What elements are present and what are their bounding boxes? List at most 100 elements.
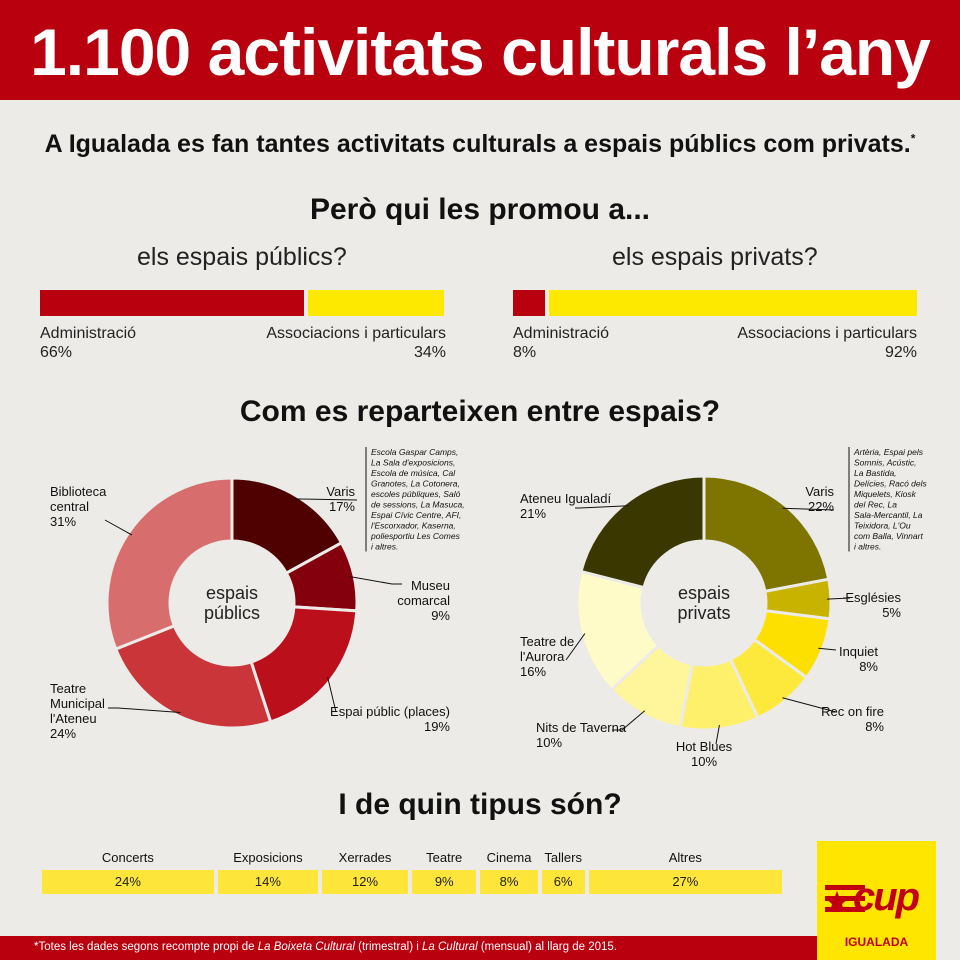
public-donut-value-0: 17%	[329, 499, 355, 514]
logo-wordmark: cup	[853, 875, 920, 919]
type-bar: 14%	[217, 870, 319, 894]
private-donut-center-label: espais	[678, 583, 730, 603]
private-donut-value-3: 8%	[865, 719, 884, 734]
type-bar: 24%	[42, 870, 214, 894]
private-donut-leader-2	[818, 647, 837, 651]
footnote-e: (mensual) al llarg de 2015.	[477, 941, 617, 953]
public-associations-bar	[308, 290, 444, 316]
type-bar: 8%	[480, 870, 538, 894]
private-donut-label-0: Varis	[805, 484, 834, 499]
logo-star-icon	[825, 885, 865, 912]
private-associations-bar	[549, 290, 917, 316]
public-donut-label-1: Museu	[411, 578, 450, 593]
type-name: Altres	[668, 850, 702, 865]
type-name: Tallers	[544, 850, 582, 865]
public-donut-label-3: Municipal	[50, 696, 105, 711]
public-donut-slice-3	[113, 623, 273, 730]
public-admin-value: 66%	[40, 344, 73, 361]
private-donut-value-1: 5%	[882, 605, 901, 620]
private-donut-value-7: 21%	[520, 506, 546, 521]
public-donut-value-3: 24%	[50, 726, 76, 741]
private-donut-center-label: privats	[677, 603, 730, 623]
type-cell: Xerrades 12%	[322, 848, 408, 896]
private-donut-label-5: Nits de Taverna	[536, 720, 627, 735]
public-note-line: i altres.	[371, 542, 398, 552]
private-donut-label-2: Inquiet	[839, 644, 878, 659]
section-title-types: I de quin tipus són?	[338, 788, 622, 821]
private-note-line: i altres.	[854, 542, 881, 552]
public-donut-label-1: comarcal	[397, 593, 450, 608]
footnote-a: *Totes les dades segons recompte propi d…	[34, 941, 258, 953]
private-donut-leader-7	[575, 505, 629, 509]
section-title-promoters: Però qui les promou a...	[309, 193, 651, 226]
private-note-line: Teixidora, L'Ou	[854, 521, 911, 531]
type-name: Teatre	[426, 850, 463, 865]
public-note-line: Espai Cívic Centre, AFI,	[371, 510, 461, 520]
public-donut-label-3: l'Ateneu	[50, 711, 97, 726]
private-donut-label-3: Rec on fire	[821, 704, 884, 719]
public-donut-center-label: espais	[206, 583, 258, 603]
public-assoc-name: Associacions i particulars	[266, 325, 446, 342]
public-donut-leader-4	[104, 519, 133, 536]
private-donut-slice-0	[702, 474, 831, 594]
private-admin-label: Administració 8%	[513, 324, 609, 362]
private-donut-leader-1	[826, 597, 851, 600]
page-title: 1.100 activitats culturals l’any	[30, 15, 931, 89]
footer-bar	[0, 936, 817, 960]
private-donut-slice-7	[579, 474, 706, 590]
private-donut-label-7: Ateneu Igualadí	[520, 491, 611, 506]
private-note-line: del Rec, La	[854, 500, 897, 510]
private-note-line: Somnis, Acústic,	[854, 458, 917, 468]
private-note-line: Delícies, Racó dels	[854, 479, 928, 489]
private-admin-name: Administració	[513, 325, 610, 342]
type-name: Concerts	[101, 850, 154, 865]
private-donut-value-4: 10%	[691, 754, 717, 769]
public-note-line: Granotes, La Cotonera,	[371, 479, 460, 489]
private-note-line: La Bastida,	[854, 468, 897, 478]
type-name: Exposicions	[233, 850, 303, 865]
private-note-line: Artèria, Espai pels	[853, 447, 924, 457]
footnote: *Totes les dades segons recompte propi d…	[34, 941, 617, 953]
private-donut-leader-3	[782, 697, 837, 713]
public-donut-slice-2	[249, 605, 359, 724]
type-cell: Concerts 24%	[42, 848, 214, 896]
public-donut-label-3: Teatre	[50, 681, 86, 696]
private-note-line: Sala-Mercantil, La	[854, 510, 923, 520]
type-name: Xerrades	[338, 850, 392, 865]
public-admin-label: Administració 66%	[40, 324, 136, 362]
type-cell: Exposicions 14%	[217, 848, 319, 896]
private-note-line: com Balla, Vinnart	[854, 531, 923, 541]
public-question: els espais públics?	[137, 243, 347, 271]
public-admin-bar	[40, 290, 304, 316]
subtitle: A Igualada es fan tantes activitats cult…	[0, 130, 960, 159]
public-admin-name: Administració	[40, 325, 137, 342]
private-note-line: Miquelets, Kiosk	[854, 489, 917, 499]
private-question: els espais privats?	[612, 243, 818, 271]
private-donut-label-6: Teatre de	[520, 634, 574, 649]
public-donut-label-4: central	[50, 499, 89, 514]
public-note-line: Escola Gaspar Camps,	[371, 447, 458, 457]
type-name: Cinema	[486, 850, 532, 865]
public-donut-leader-2	[327, 677, 337, 713]
type-cell: Cinema 8%	[480, 848, 538, 896]
public-donut-value-4: 31%	[50, 514, 76, 529]
private-donut-label-4: Hot Blues	[676, 739, 733, 754]
footnote-boixeta: La Boixeta Cultural	[257, 941, 355, 953]
private-donut-label-6: l'Aurora	[520, 649, 565, 664]
public-donut-value-2: 19%	[424, 719, 450, 734]
title-banner: 1.100 activitats culturals l’any	[0, 0, 960, 100]
type-cell: Altres 27%	[588, 848, 782, 896]
public-donut-slice-4	[105, 476, 234, 651]
activity-types-bar: Concerts 24% Exposicions 14% Xerrades 12% Teat…	[42, 848, 782, 896]
private-donut-value-2: 8%	[859, 659, 878, 674]
footnote-cultural: La Cultural	[422, 941, 478, 953]
private-assoc-value: 92%	[884, 344, 917, 361]
public-donut-label-4: Biblioteca	[50, 484, 107, 499]
public-note-line: de sessions, La Masuca,	[371, 500, 465, 510]
logo-city: IGUALADA	[844, 935, 909, 949]
private-donut-value-5: 10%	[536, 735, 562, 750]
type-bar: 12%	[322, 870, 408, 894]
subtitle-footnote-mark: *	[910, 131, 916, 146]
private-assoc-label: Associacions i particulars 92%	[717, 324, 917, 362]
public-note-line: escoles públiques, Saló	[371, 489, 461, 499]
